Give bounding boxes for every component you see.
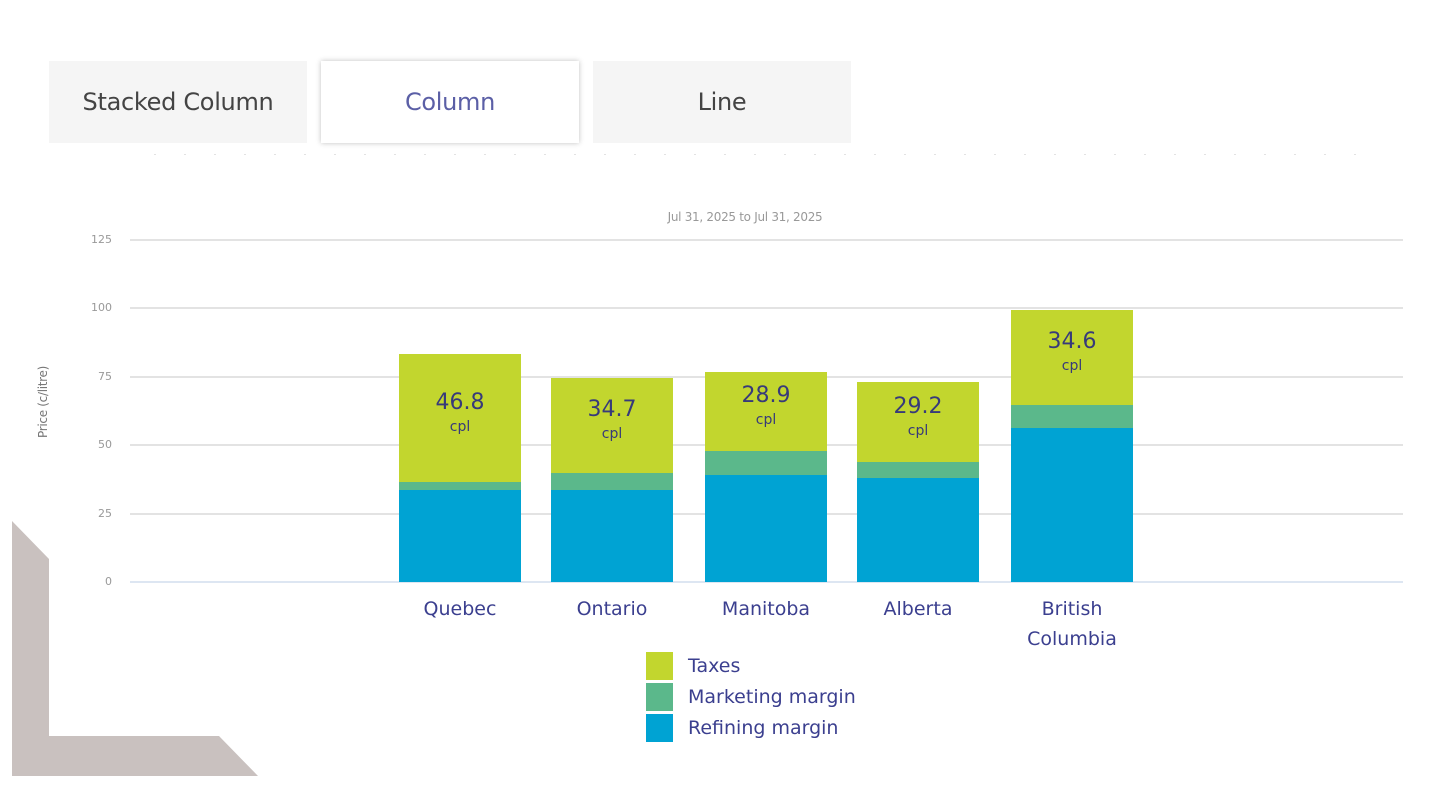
legend-label: Taxes: [688, 654, 741, 677]
data-label: 34.7 cpl: [587, 397, 637, 443]
gridline: [130, 307, 1403, 310]
taxes-segment[interactable]: [705, 371, 827, 451]
tab-divider: [140, 154, 1370, 155]
refining-segment[interactable]: [705, 475, 827, 582]
taxes-swatch-icon: [646, 651, 673, 680]
refining-segment[interactable]: [551, 490, 673, 582]
bar-manitoba[interactable]: 28.9 cpl: [705, 371, 827, 582]
tab-column[interactable]: Column: [321, 61, 579, 143]
marketing-segment[interactable]: [551, 472, 673, 491]
refining-segment[interactable]: [399, 490, 521, 582]
marketing-margin-swatch-icon: [646, 682, 673, 711]
y-tick-label: 0: [105, 575, 112, 588]
x-tick-label: Alberta: [883, 598, 953, 620]
gridline: [130, 581, 1403, 583]
marketing-segment[interactable]: [399, 482, 521, 491]
data-label: 29.2 cpl: [893, 393, 943, 439]
marketing-segment[interactable]: [705, 450, 827, 476]
gridline: [130, 239, 1403, 241]
data-label: 28.9 cpl: [741, 383, 791, 429]
taxes-segment[interactable]: [857, 381, 979, 462]
taxes-segment[interactable]: [1011, 310, 1133, 405]
y-tick-label: 50: [98, 438, 112, 452]
data-label: 46.8 cpl: [435, 390, 485, 436]
marketing-segment[interactable]: [857, 461, 979, 479]
bar-alberta[interactable]: 29.2 cpl: [857, 381, 979, 582]
y-tick-label: 75: [98, 369, 112, 383]
y-axis-label: Price (c/litre): [36, 365, 50, 438]
tab-stacked-column[interactable]: Stacked Column: [49, 61, 307, 143]
y-tick-label: 25: [98, 506, 112, 520]
taxes-segment[interactable]: [551, 377, 673, 473]
y-tick-label: 125: [91, 233, 112, 246]
data-label: 34.6 cpl: [1047, 329, 1097, 375]
x-tick-label: Ontario: [576, 598, 648, 620]
legend-item-taxes[interactable]: Taxes: [646, 650, 856, 681]
chart-date-range: Jul 31, 2025 to Jul 31, 2025: [667, 210, 823, 224]
legend-label: Marketing margin: [688, 685, 856, 708]
marketing-segment[interactable]: [1011, 404, 1133, 428]
tab-line[interactable]: Line: [593, 61, 851, 143]
x-tick-label: British Columbia: [1027, 598, 1117, 650]
x-tick-label: Manitoba: [721, 598, 811, 620]
legend-item-refining-margin[interactable]: Refining margin: [646, 712, 856, 743]
y-tick-label: 100: [91, 301, 112, 315]
bar-british-columbia[interactable]: 34.6 cpl: [1011, 310, 1133, 582]
refining-segment[interactable]: [1011, 427, 1133, 582]
legend-label: Refining margin: [688, 716, 839, 739]
refining-margin-swatch-icon: [646, 713, 673, 742]
bar-ontario[interactable]: 34.7 cpl: [551, 377, 673, 582]
refining-segment[interactable]: [857, 478, 979, 582]
chart-legend: Taxes Marketing margin Refining margin: [646, 650, 856, 743]
legend-item-marketing-margin[interactable]: Marketing margin: [646, 681, 856, 712]
bar-quebec[interactable]: 46.8 cpl: [399, 354, 521, 582]
x-tick-label: Quebec: [423, 598, 497, 620]
taxes-segment[interactable]: [399, 354, 521, 483]
